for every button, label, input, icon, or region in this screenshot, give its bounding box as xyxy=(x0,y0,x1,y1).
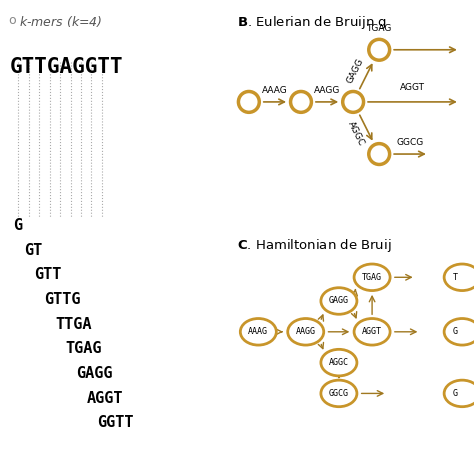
Text: AGGT: AGGT xyxy=(400,83,425,92)
Ellipse shape xyxy=(321,380,357,407)
Circle shape xyxy=(238,91,259,112)
Text: GAGG: GAGG xyxy=(346,56,365,85)
Text: AAGG: AAGG xyxy=(314,86,340,94)
Text: GTT: GTT xyxy=(34,267,62,283)
Text: TGAG: TGAG xyxy=(366,24,392,33)
Text: AAAG: AAAG xyxy=(262,86,288,94)
Text: $\bf{B}$. Eulerian de Bruijn g: $\bf{B}$. Eulerian de Bruijn g xyxy=(237,14,387,31)
Circle shape xyxy=(343,91,364,112)
Text: TGAG: TGAG xyxy=(65,341,102,356)
Text: TTGA: TTGA xyxy=(55,317,91,332)
Ellipse shape xyxy=(321,349,357,376)
Text: $\bf{C}$. Hamiltonian de Bruij: $\bf{C}$. Hamiltonian de Bruij xyxy=(237,237,392,254)
Text: AGGC: AGGC xyxy=(346,119,365,147)
Text: GGCG: GGCG xyxy=(396,138,424,146)
Circle shape xyxy=(369,144,390,164)
Circle shape xyxy=(291,91,311,112)
Text: T: T xyxy=(453,273,457,282)
Text: $k$-mers ($k$=4): $k$-mers ($k$=4) xyxy=(19,14,102,29)
Ellipse shape xyxy=(354,319,390,345)
Text: AGGT: AGGT xyxy=(362,328,382,336)
Text: GAGG: GAGG xyxy=(329,297,349,305)
Ellipse shape xyxy=(321,288,357,314)
Text: GTTG: GTTG xyxy=(45,292,81,307)
Ellipse shape xyxy=(444,264,474,291)
Text: AAAG: AAAG xyxy=(248,328,268,336)
Text: G: G xyxy=(13,218,22,233)
Ellipse shape xyxy=(444,380,474,407)
Ellipse shape xyxy=(354,264,390,291)
Ellipse shape xyxy=(444,319,474,345)
Text: TGAG: TGAG xyxy=(362,273,382,282)
Text: AGGT: AGGT xyxy=(86,391,123,406)
Circle shape xyxy=(369,39,390,60)
Ellipse shape xyxy=(288,319,324,345)
Text: AAGG: AAGG xyxy=(296,328,316,336)
Text: GGCG: GGCG xyxy=(329,389,349,398)
Text: AGGC: AGGC xyxy=(329,358,349,367)
Ellipse shape xyxy=(240,319,276,345)
Text: GT: GT xyxy=(24,243,42,258)
Text: GAGG: GAGG xyxy=(76,366,112,381)
Text: G: G xyxy=(453,389,457,398)
Text: GGTT: GGTT xyxy=(97,415,133,430)
Text: o: o xyxy=(9,14,21,27)
Text: GTTGAGGTT: GTTGAGGTT xyxy=(9,57,123,77)
Text: G: G xyxy=(453,328,457,336)
